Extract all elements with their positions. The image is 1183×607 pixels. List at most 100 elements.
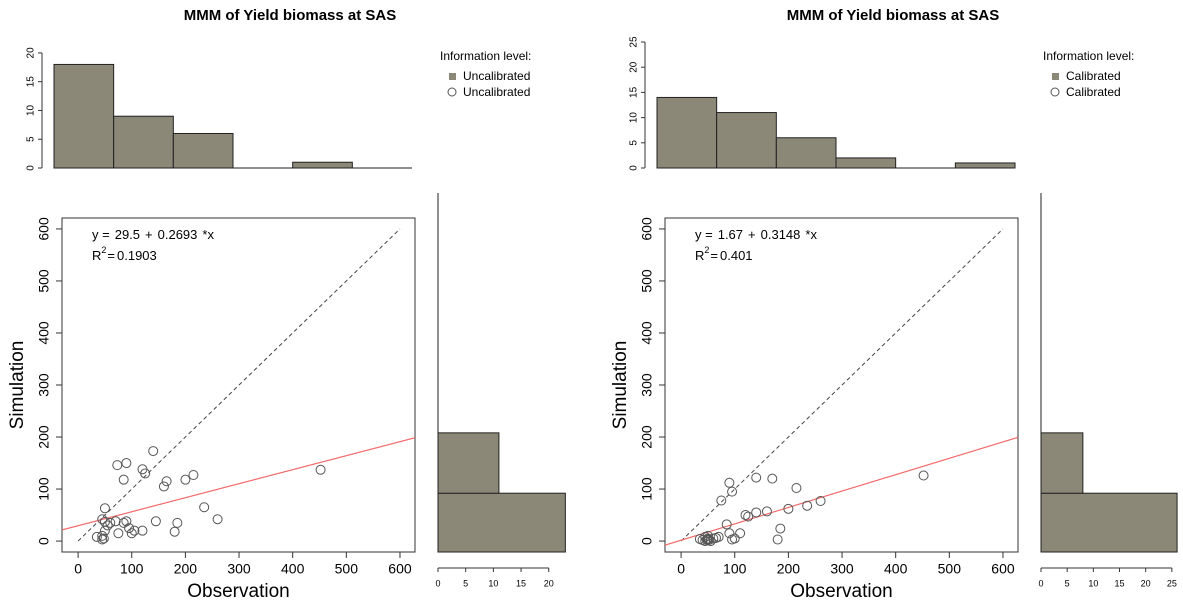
equation-part: 0.3148 (761, 227, 801, 242)
data-point (716, 495, 727, 506)
data-point (702, 530, 713, 541)
r2-exponent: 2 (101, 245, 106, 255)
data-point (802, 500, 813, 511)
data-point (169, 526, 180, 537)
y-tick-label: 20 (26, 47, 37, 59)
data-point (918, 470, 929, 481)
y-tick-label: 100 (639, 477, 655, 501)
data-point (137, 525, 148, 536)
x-tick-label: 200 (777, 561, 801, 577)
data-point (161, 476, 172, 487)
data-point (97, 530, 108, 541)
x-tick-label: 100 (723, 561, 747, 577)
plot-frame (61, 217, 416, 553)
equation-part: 1.67 (718, 227, 743, 242)
data-point (121, 516, 132, 527)
data-point (112, 460, 123, 471)
x-tick-label: 200 (174, 561, 198, 577)
x-tick-label: 0 (74, 561, 82, 577)
y-tick-label: 15 (629, 86, 640, 98)
data-point (97, 534, 108, 545)
y-tick-label: 600 (639, 217, 655, 241)
x-tick-label: 500 (938, 561, 962, 577)
y-tick-label: 200 (36, 425, 52, 449)
chart-title: MMM of Yield biomass at SAS (184, 7, 397, 24)
identity-line (680, 228, 1004, 542)
histogram-bar (292, 161, 353, 169)
equation-part: y = (92, 227, 110, 242)
legend-label: Uncalibrated (463, 69, 530, 83)
equation-part: 0.2693 (158, 227, 198, 242)
y-tick-label: 100 (36, 477, 52, 501)
data-point (110, 516, 121, 527)
x-axis-label: Observation (187, 581, 289, 602)
y-axis-label: Simulation (610, 341, 631, 430)
data-point (740, 510, 751, 521)
data-point (772, 534, 783, 545)
r2-value: 0.401 (720, 248, 753, 263)
x-tick-label: 25 (1167, 578, 1177, 588)
y-tick-label: 0 (36, 537, 52, 545)
equation-part: + (748, 227, 756, 242)
regression-line (665, 436, 1018, 546)
r2-equals: = (710, 248, 718, 263)
data-point (315, 464, 326, 475)
histogram-bar (775, 137, 837, 169)
x-tick-label: 10 (488, 578, 498, 588)
x-tick-label: 0 (435, 578, 440, 588)
data-point (727, 534, 738, 545)
data-point (118, 517, 129, 528)
y-tick-label: 200 (639, 425, 655, 449)
data-point (761, 506, 772, 517)
y-tick-label: 400 (639, 321, 655, 345)
r2-symbol: R (92, 248, 101, 263)
legend-swatch (449, 73, 456, 80)
data-point (113, 528, 124, 539)
x-tick-label: 20 (1141, 578, 1151, 588)
x-tick-label: 600 (991, 561, 1015, 577)
data-point (99, 503, 110, 514)
legend-label: Calibrated (1066, 85, 1121, 99)
histogram-bar (437, 492, 566, 553)
histogram-bar (172, 132, 234, 169)
histogram-bar (716, 112, 777, 169)
y-tick-label: 15 (26, 76, 37, 88)
data-point (124, 523, 135, 534)
equation-part: + (145, 227, 153, 242)
y-tick-label: 300 (639, 373, 655, 397)
data-point (148, 446, 159, 457)
y-tick-label: 300 (36, 373, 52, 397)
y-tick-label: 0 (629, 165, 640, 171)
x-tick-label: 15 (516, 578, 526, 588)
data-point (735, 528, 746, 539)
x-tick-label: 5 (1065, 578, 1070, 588)
data-point (188, 470, 199, 481)
data-point (710, 532, 721, 543)
data-point (775, 523, 786, 534)
y-tick-label: 500 (639, 269, 655, 293)
data-point (180, 474, 191, 485)
x-tick-label: 10 (1088, 578, 1098, 588)
legend-label: Uncalibrated (463, 85, 530, 99)
y-tick-label: 600 (36, 217, 52, 241)
legend-label: Calibrated (1066, 69, 1121, 83)
data-point (91, 531, 102, 542)
data-point (126, 528, 137, 539)
histogram-bar (1040, 492, 1178, 553)
y-tick-label: 0 (639, 537, 655, 545)
data-point (743, 511, 754, 522)
plot-area (665, 228, 1018, 546)
r2-equals: = (107, 248, 115, 263)
y-tick-label: 0 (26, 165, 37, 171)
data-point (751, 472, 762, 483)
y-tick-label: 500 (36, 269, 52, 293)
x-tick-label: 500 (335, 561, 359, 577)
regression-equation: y = 1.67 +0.3148 *x (695, 227, 817, 242)
data-point (99, 525, 110, 536)
data-point (118, 474, 129, 485)
r2-symbol: R (695, 248, 704, 263)
data-point (724, 528, 735, 539)
x-tick-label: 0 (1038, 578, 1043, 588)
histogram-bar (113, 115, 174, 169)
